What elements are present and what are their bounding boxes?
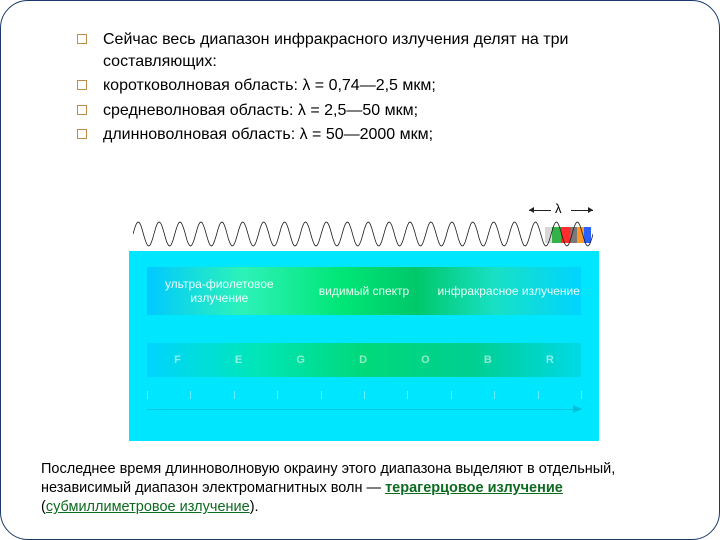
bullet-text: коротковолновая область: λ = 0,74—2,5 мк… (103, 75, 679, 97)
band-letter: E (235, 354, 242, 366)
spectrum-figure: λ ультра-фиолетовое излучение видимый сп… (129, 211, 599, 441)
sine-wave-icon (133, 217, 593, 251)
band-letter: G (296, 354, 305, 366)
bullet-marker-icon (77, 34, 87, 44)
bullet-marker-icon (77, 105, 87, 115)
bullet-marker-icon (77, 80, 87, 90)
bullet-list: Сейчас весь диапазон инфракрасного излуч… (77, 29, 679, 146)
ruler (147, 391, 581, 421)
bullet-item: коротковолновая область: λ = 0,74—2,5 мк… (77, 75, 679, 97)
terahertz-link[interactable]: терагерцовое излучение (385, 480, 563, 496)
submillimeter-link[interactable]: субмиллиметровое излучение (46, 499, 250, 515)
band-label: ультра-фиолетовое излучение (147, 277, 292, 305)
top-band-labels: ультра-фиолетовое излучение видимый спек… (147, 267, 581, 315)
bottom-band-letters: F E G D O B R (147, 343, 581, 377)
band-letter: R (546, 354, 554, 366)
bullet-item: длинноволновая область: λ = 50—2000 мкм; (77, 124, 679, 146)
band-letter: F (174, 354, 181, 366)
bullet-item: средневолновая область: λ = 2,5—50 мкм; (77, 100, 679, 122)
spectrum-panel: ультра-фиолетовое излучение видимый спек… (129, 251, 599, 441)
bullet-text: Сейчас весь диапазон инфракрасного излуч… (103, 29, 679, 72)
band-letter: D (359, 354, 367, 366)
band-label: видимый спектр (292, 284, 437, 298)
bullet-text: длинноволновая область: λ = 50—2000 мкм; (103, 124, 679, 146)
footer-paragraph: Последнее время длинноволновую окраину э… (41, 460, 679, 517)
band-label: инфракрасное излучение (436, 284, 581, 298)
band-letter: O (421, 354, 430, 366)
bullet-marker-icon (77, 129, 87, 139)
lambda-symbol: λ (555, 201, 562, 216)
band-letter: B (484, 354, 492, 366)
bullet-item: Сейчас весь диапазон инфракрасного излуч… (77, 29, 679, 72)
bullet-text: средневолновая область: λ = 2,5—50 мкм; (103, 100, 679, 122)
footer-suffix: ). (250, 499, 259, 515)
wave-row (133, 217, 593, 251)
